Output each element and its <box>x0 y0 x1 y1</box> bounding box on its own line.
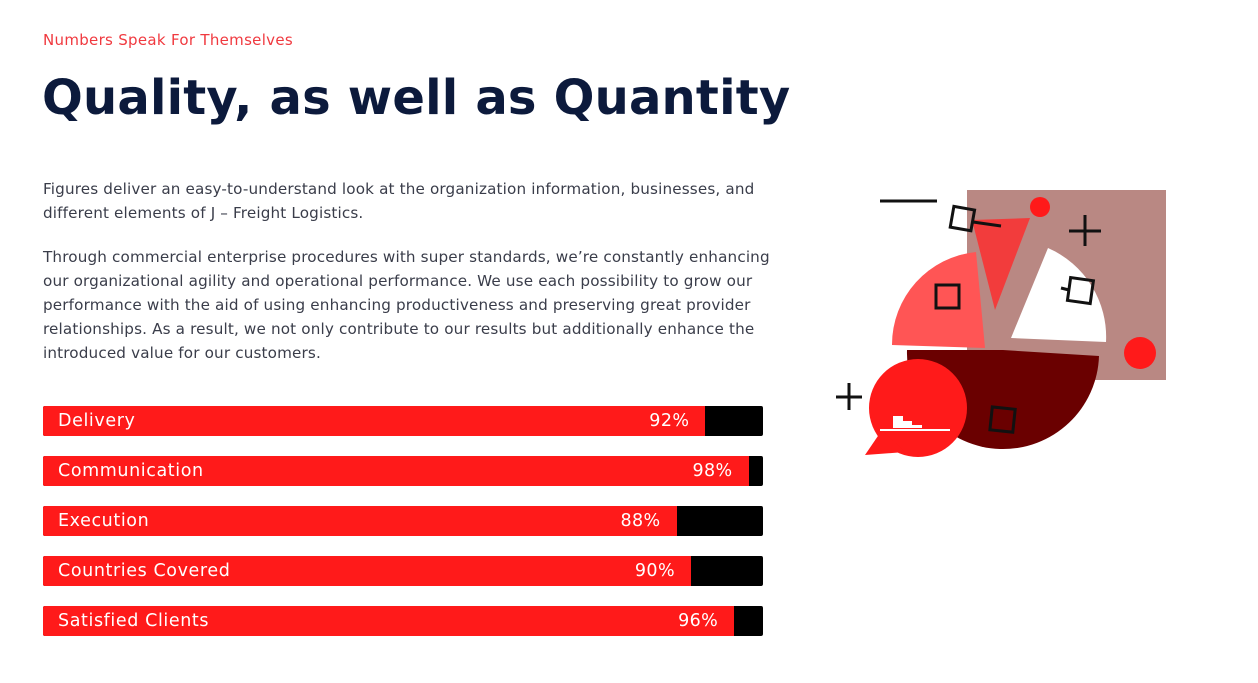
stat-fill <box>43 606 735 636</box>
pie-chart-illustration <box>836 190 1166 457</box>
red-dot <box>1124 337 1156 369</box>
stat-bar-countries-covered: Countries Covered 90% <box>43 556 763 586</box>
outline-square <box>934 283 961 310</box>
plus-mark <box>1069 215 1101 246</box>
stat-label: Delivery <box>58 411 136 431</box>
stat-label: Communication <box>58 461 204 481</box>
pie-slice-coral <box>891 252 985 348</box>
stat-value: 98% <box>692 461 733 481</box>
stat-value: 90% <box>634 561 675 581</box>
intro-paragraph: Figures deliver an easy-to-understand lo… <box>43 180 755 222</box>
stat-label: Countries Covered <box>58 561 231 581</box>
stat-fill <box>43 456 749 486</box>
stat-bar-execution: Execution 88% <box>43 506 763 536</box>
plus-mark <box>836 383 862 410</box>
stat-value: 88% <box>620 511 661 531</box>
eyebrow-text: Numbers Speak For Themselves <box>43 31 294 49</box>
pie-slice-white <box>1011 248 1107 342</box>
stat-bar-satisfied-clients: Satisfied Clients 96% <box>43 606 763 636</box>
stat-label: Execution <box>58 511 150 531</box>
stat-label: Satisfied Clients <box>58 611 210 631</box>
outline-square <box>988 405 1017 434</box>
stat-bar-communication: Communication 98% <box>43 456 763 486</box>
speech-bubble-tail <box>865 430 905 455</box>
pie-slice-red <box>972 218 1030 310</box>
stat-value: 92% <box>649 411 690 431</box>
stats-bars: Delivery 92% Communication 98% Execution… <box>43 406 763 656</box>
outline-square <box>948 204 977 233</box>
stat-fill <box>43 406 706 436</box>
speech-bubble <box>869 359 967 457</box>
stat-value: 96% <box>678 611 719 631</box>
stat-bar-delivery: Delivery 92% <box>43 406 763 436</box>
stat-fill <box>43 506 677 536</box>
body-paragraph: Through commercial enterprise procedures… <box>43 248 770 362</box>
page-title: Quality, as well as Quantity <box>42 70 791 126</box>
red-dot <box>1030 197 1050 217</box>
bubble-bars-icon <box>893 416 922 428</box>
stat-fill <box>43 556 691 586</box>
